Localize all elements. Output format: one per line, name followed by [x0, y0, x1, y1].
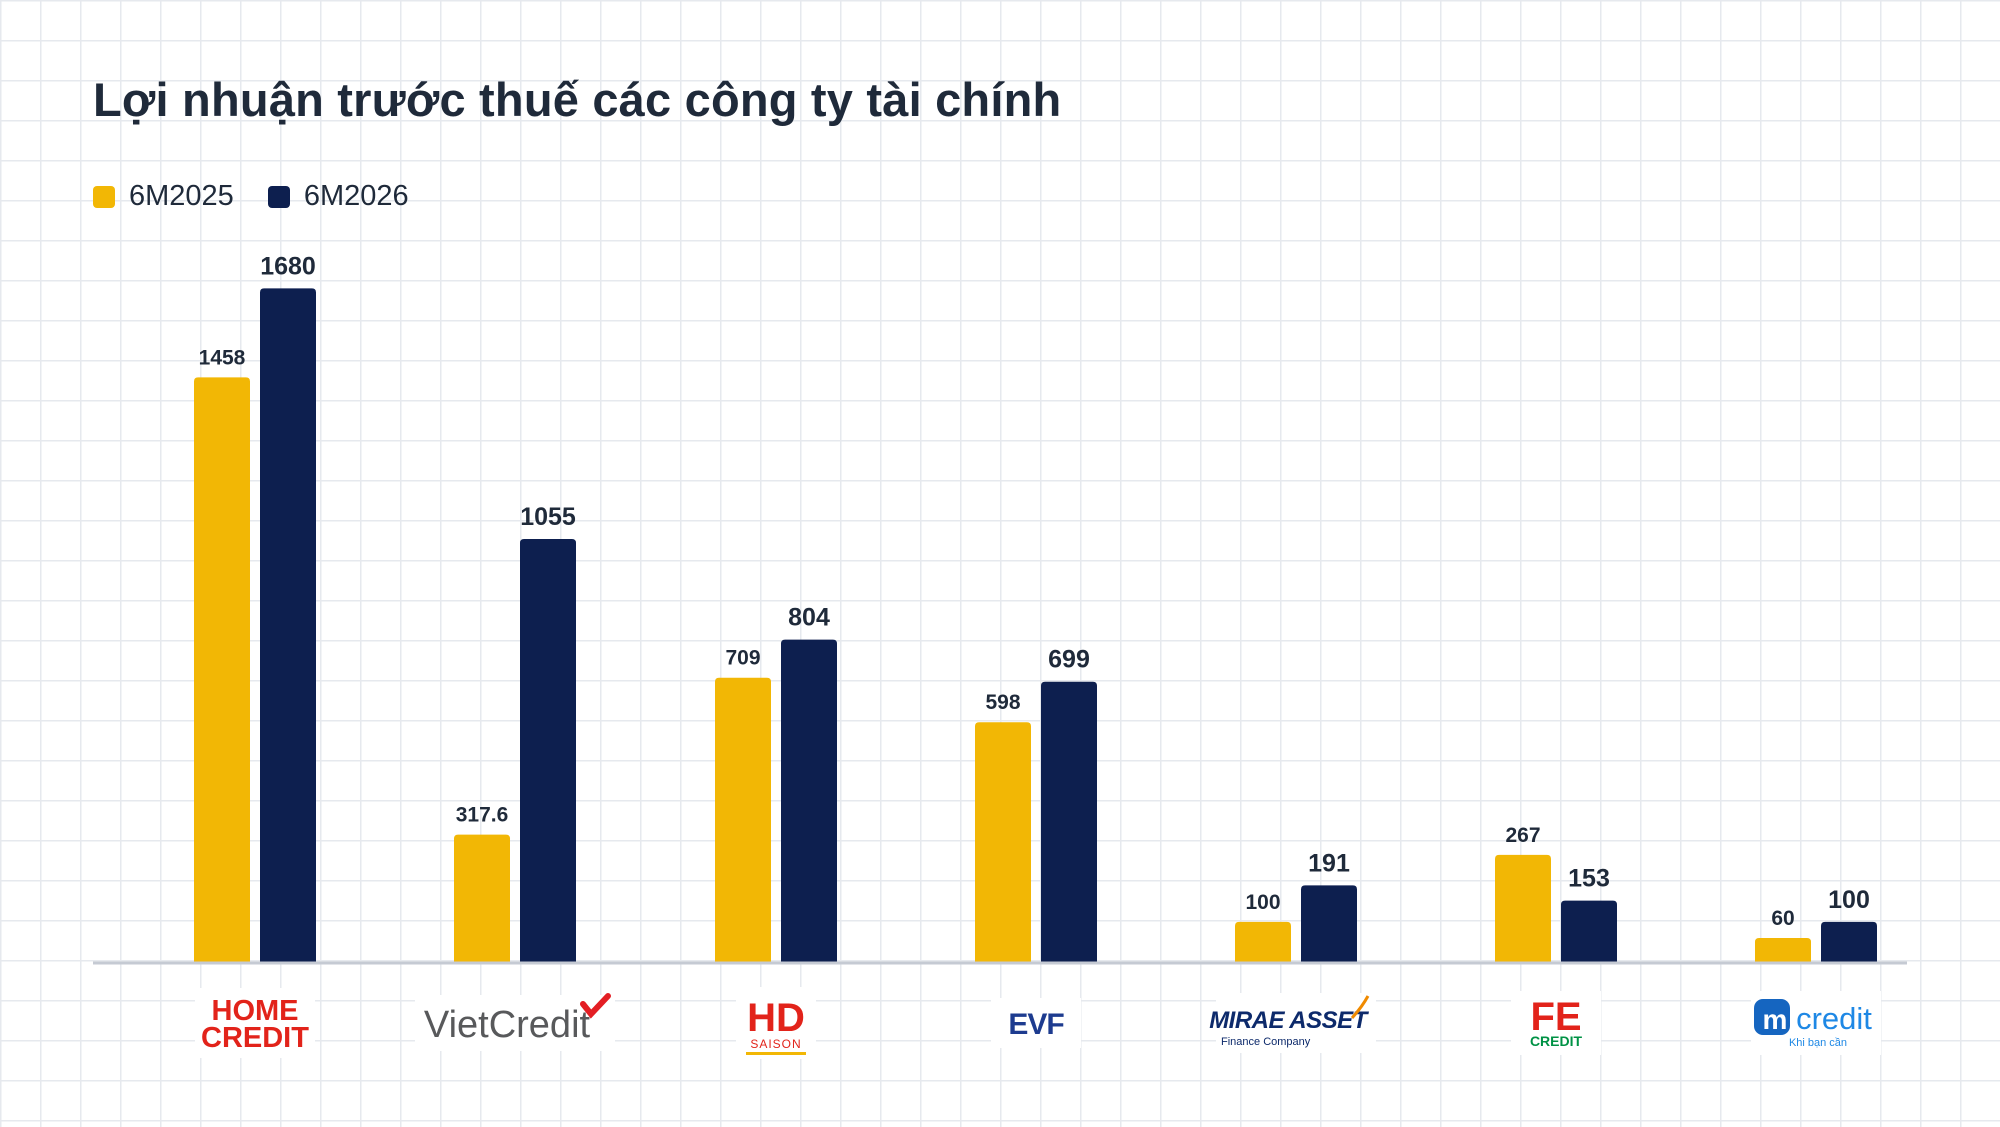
- value-label-6m2026-4: 191: [1308, 849, 1350, 877]
- logo-mcredit-text: credit: [1796, 1001, 1872, 1036]
- logo-evf-text: EVF: [1008, 1008, 1064, 1041]
- bar-6m2026-2: [781, 639, 837, 962]
- value-label-6m2025-6: 60: [1771, 907, 1794, 930]
- legend-label-6m2025: 6M2025: [129, 180, 234, 212]
- logo-mirae-asset-line2: Finance Company: [1221, 1036, 1311, 1048]
- bar-6m2025-5: [1495, 854, 1551, 962]
- legend-label-6m2026: 6M2026: [303, 180, 409, 212]
- logo-hd-saison: [736, 987, 816, 1059]
- bar-6m2025-0: [194, 377, 250, 962]
- value-label-6m2025-0: 1458: [199, 346, 246, 369]
- bar-6m2026-1: [520, 538, 576, 962]
- bar-6m2026-5: [1561, 900, 1617, 962]
- value-label-6m2026-5: 153: [1568, 865, 1610, 893]
- value-label-6m2025-3: 598: [985, 691, 1020, 714]
- logo-fe-credit: [1511, 991, 1601, 1055]
- legend-swatch-6m2026: [267, 185, 290, 208]
- bar-6m2026-6: [1821, 921, 1877, 962]
- logo-home-credit: [195, 988, 315, 1058]
- value-label-6m2026-6: 100: [1828, 886, 1870, 914]
- logo-vietcredit-check-icon: [580, 993, 611, 1019]
- logo-hd-saison-line1: HD: [747, 996, 805, 1040]
- value-label-6m2026-3: 699: [1048, 646, 1090, 674]
- logo-hd-saison-line2: SAISON: [750, 1037, 801, 1051]
- value-label-6m2025-5: 267: [1505, 824, 1540, 847]
- value-label-6m2025-1: 317.6: [456, 804, 509, 827]
- bar-6m2026-4: [1301, 885, 1357, 962]
- legend-swatch-6m2025: [93, 185, 115, 208]
- logo-evf: [991, 998, 1081, 1048]
- bar-6m2025-3: [975, 722, 1031, 962]
- value-label-6m2025-4: 100: [1245, 891, 1280, 914]
- logo-mirae-asset-swoosh-icon: [1350, 995, 1370, 1020]
- logo-mcredit-badge: [1754, 999, 1790, 1035]
- bar-6m2025-2: [715, 677, 771, 962]
- logo-home-credit-line2: CREDIT: [201, 1022, 309, 1054]
- value-label-6m2026-1: 1055: [520, 503, 576, 531]
- legend-item-6m2026: 6M2026: [267, 180, 409, 213]
- value-label-6m2025-2: 709: [725, 647, 760, 670]
- value-label-6m2026-0: 1680: [260, 252, 316, 280]
- bar-6m2025-6: [1755, 937, 1811, 962]
- legend-item-6m2025: 6M2025: [93, 180, 234, 213]
- logo-mirae-asset: [1216, 993, 1376, 1053]
- bar-6m2026-0: [260, 288, 316, 962]
- bar-6m2025-1: [454, 834, 510, 962]
- bar-6m2026-3: [1041, 681, 1097, 962]
- value-label-6m2026-2: 804: [788, 604, 830, 632]
- logo-fe-credit-line1: FE: [1530, 995, 1581, 1039]
- logo-mirae-asset-line1: MIRAE ASSET: [1209, 1007, 1369, 1034]
- logo-fe-credit-line2: CREDIT: [1530, 1033, 1583, 1049]
- legend: 6M2025 6M2026: [93, 180, 443, 213]
- logo-hd-saison-underline: [746, 1052, 806, 1055]
- logo-mcredit-mark: m: [1763, 1004, 1788, 1035]
- chart-title: Lợi nhuận trước thuế các công ty tài chí…: [93, 73, 1062, 126]
- logo-mcredit-tagline: Khi bạn cần: [1789, 1037, 1847, 1049]
- bar-6m2025-4: [1235, 921, 1291, 962]
- logo-home-credit-line1: HOME: [212, 995, 299, 1027]
- logo-vietcredit-text: VietCredit: [424, 1004, 591, 1046]
